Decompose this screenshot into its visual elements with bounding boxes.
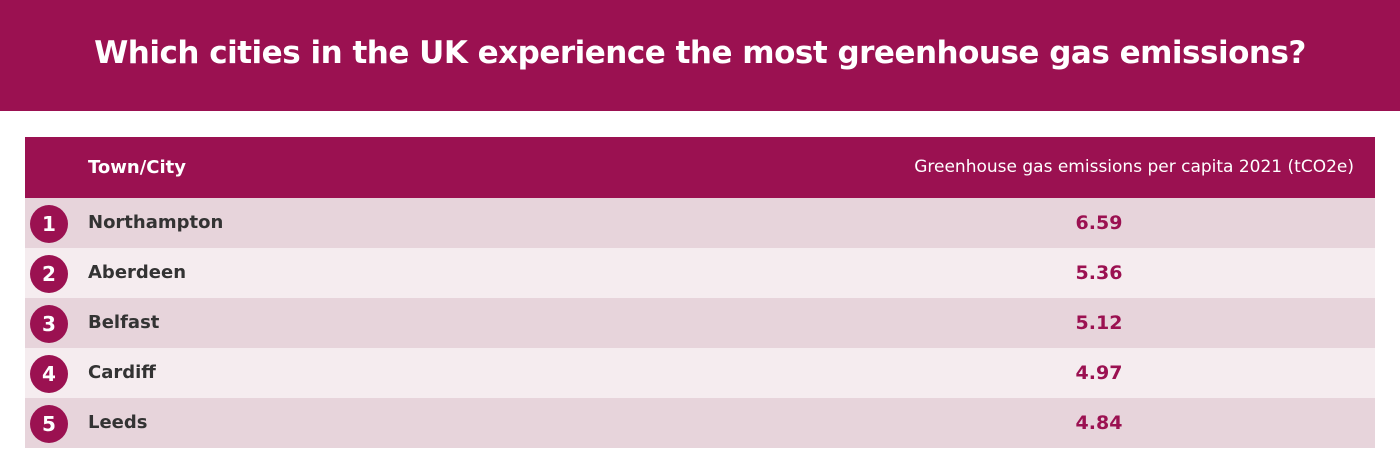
emissions-value: 4.84 [1075,412,1123,434]
emissions-value: 5.36 [1075,262,1123,284]
city-name: Leeds [88,412,148,433]
chart-title: Which cities in the UK experience the mo… [94,34,1306,71]
rank-badge: 4 [30,355,68,393]
city-name: Cardiff [88,362,156,383]
table-body: 1 Northampton 6.59 2 Aberdeen 5.36 3 Belfast 5.1… [25,198,1375,448]
table-row: 2 Aberdeen 5.36 [25,248,1375,298]
emissions-value: 4.97 [1075,362,1123,384]
rank-badge: 2 [30,255,68,293]
rank-badge: 3 [30,305,68,343]
table-header: Town/City Greenhouse gas emissions per c… [25,137,1375,198]
table-row: 5 Leeds 4.84 [25,398,1375,448]
emissions-table: Town/City Greenhouse gas emissions per c… [25,137,1375,448]
rank-badge: 1 [30,205,68,243]
rank-badge: 5 [30,405,68,443]
emissions-value: 5.12 [1075,312,1123,334]
column-header-city: Town/City [88,157,186,178]
title-banner: Which cities in the UK experience the mo… [0,0,1400,111]
table-row: 1 Northampton 6.59 [25,198,1375,248]
column-header-emissions: Greenhouse gas emissions per capita 2021… [914,157,1354,177]
city-name: Aberdeen [88,262,187,283]
emissions-value: 6.59 [1075,212,1123,234]
table-row: 3 Belfast 5.12 [25,298,1375,348]
table-row: 4 Cardiff 4.97 [25,348,1375,398]
city-name: Belfast [88,312,160,333]
city-name: Northampton [88,212,224,233]
